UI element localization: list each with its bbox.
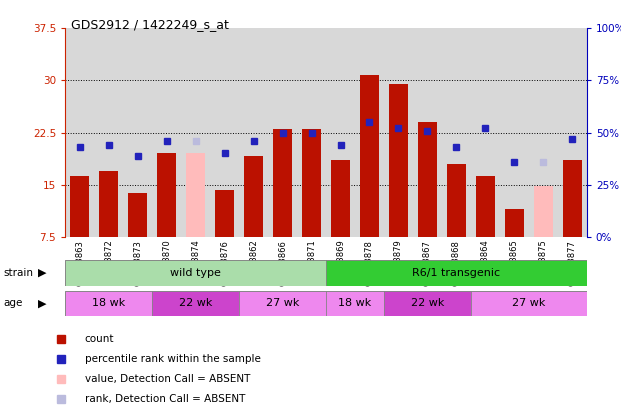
Text: ▶: ▶ <box>38 268 47 278</box>
Bar <box>70 177 89 237</box>
Text: R6/1 transgenic: R6/1 transgenic <box>412 268 501 278</box>
Text: value, Detection Call = ABSENT: value, Detection Call = ABSENT <box>85 374 250 384</box>
Text: rank, Detection Call = ABSENT: rank, Detection Call = ABSENT <box>85 394 245 404</box>
Bar <box>471 291 587 316</box>
Text: 18 wk: 18 wk <box>92 298 125 308</box>
Text: ▶: ▶ <box>38 298 47 308</box>
Text: wild type: wild type <box>170 268 221 278</box>
Text: count: count <box>85 334 114 343</box>
Text: 22 wk: 22 wk <box>179 298 212 308</box>
Bar <box>152 291 239 316</box>
Bar <box>99 171 118 237</box>
Text: 27 wk: 27 wk <box>266 298 299 308</box>
Bar <box>505 209 524 237</box>
Bar <box>360 75 379 237</box>
Bar <box>384 291 471 316</box>
Text: GDS2912 / 1422249_s_at: GDS2912 / 1422249_s_at <box>71 18 229 31</box>
Bar <box>563 160 582 237</box>
Text: strain: strain <box>3 268 33 278</box>
Text: age: age <box>3 298 22 308</box>
Bar <box>128 193 147 237</box>
Bar <box>447 164 466 237</box>
Bar <box>418 122 437 237</box>
Bar <box>326 260 587 286</box>
Bar <box>215 190 234 237</box>
Bar <box>273 129 292 237</box>
Bar <box>65 260 326 286</box>
Text: 22 wk: 22 wk <box>410 298 444 308</box>
Bar <box>65 291 152 316</box>
Bar <box>239 291 326 316</box>
Bar <box>186 153 205 237</box>
Bar <box>157 153 176 237</box>
Bar <box>326 291 384 316</box>
Bar <box>331 160 350 237</box>
Bar <box>302 129 321 237</box>
Text: 18 wk: 18 wk <box>338 298 371 308</box>
Text: 27 wk: 27 wk <box>512 298 546 308</box>
Bar <box>244 156 263 237</box>
Text: percentile rank within the sample: percentile rank within the sample <box>85 354 261 364</box>
Bar <box>389 84 408 237</box>
Bar <box>534 186 553 237</box>
Bar <box>476 177 495 237</box>
